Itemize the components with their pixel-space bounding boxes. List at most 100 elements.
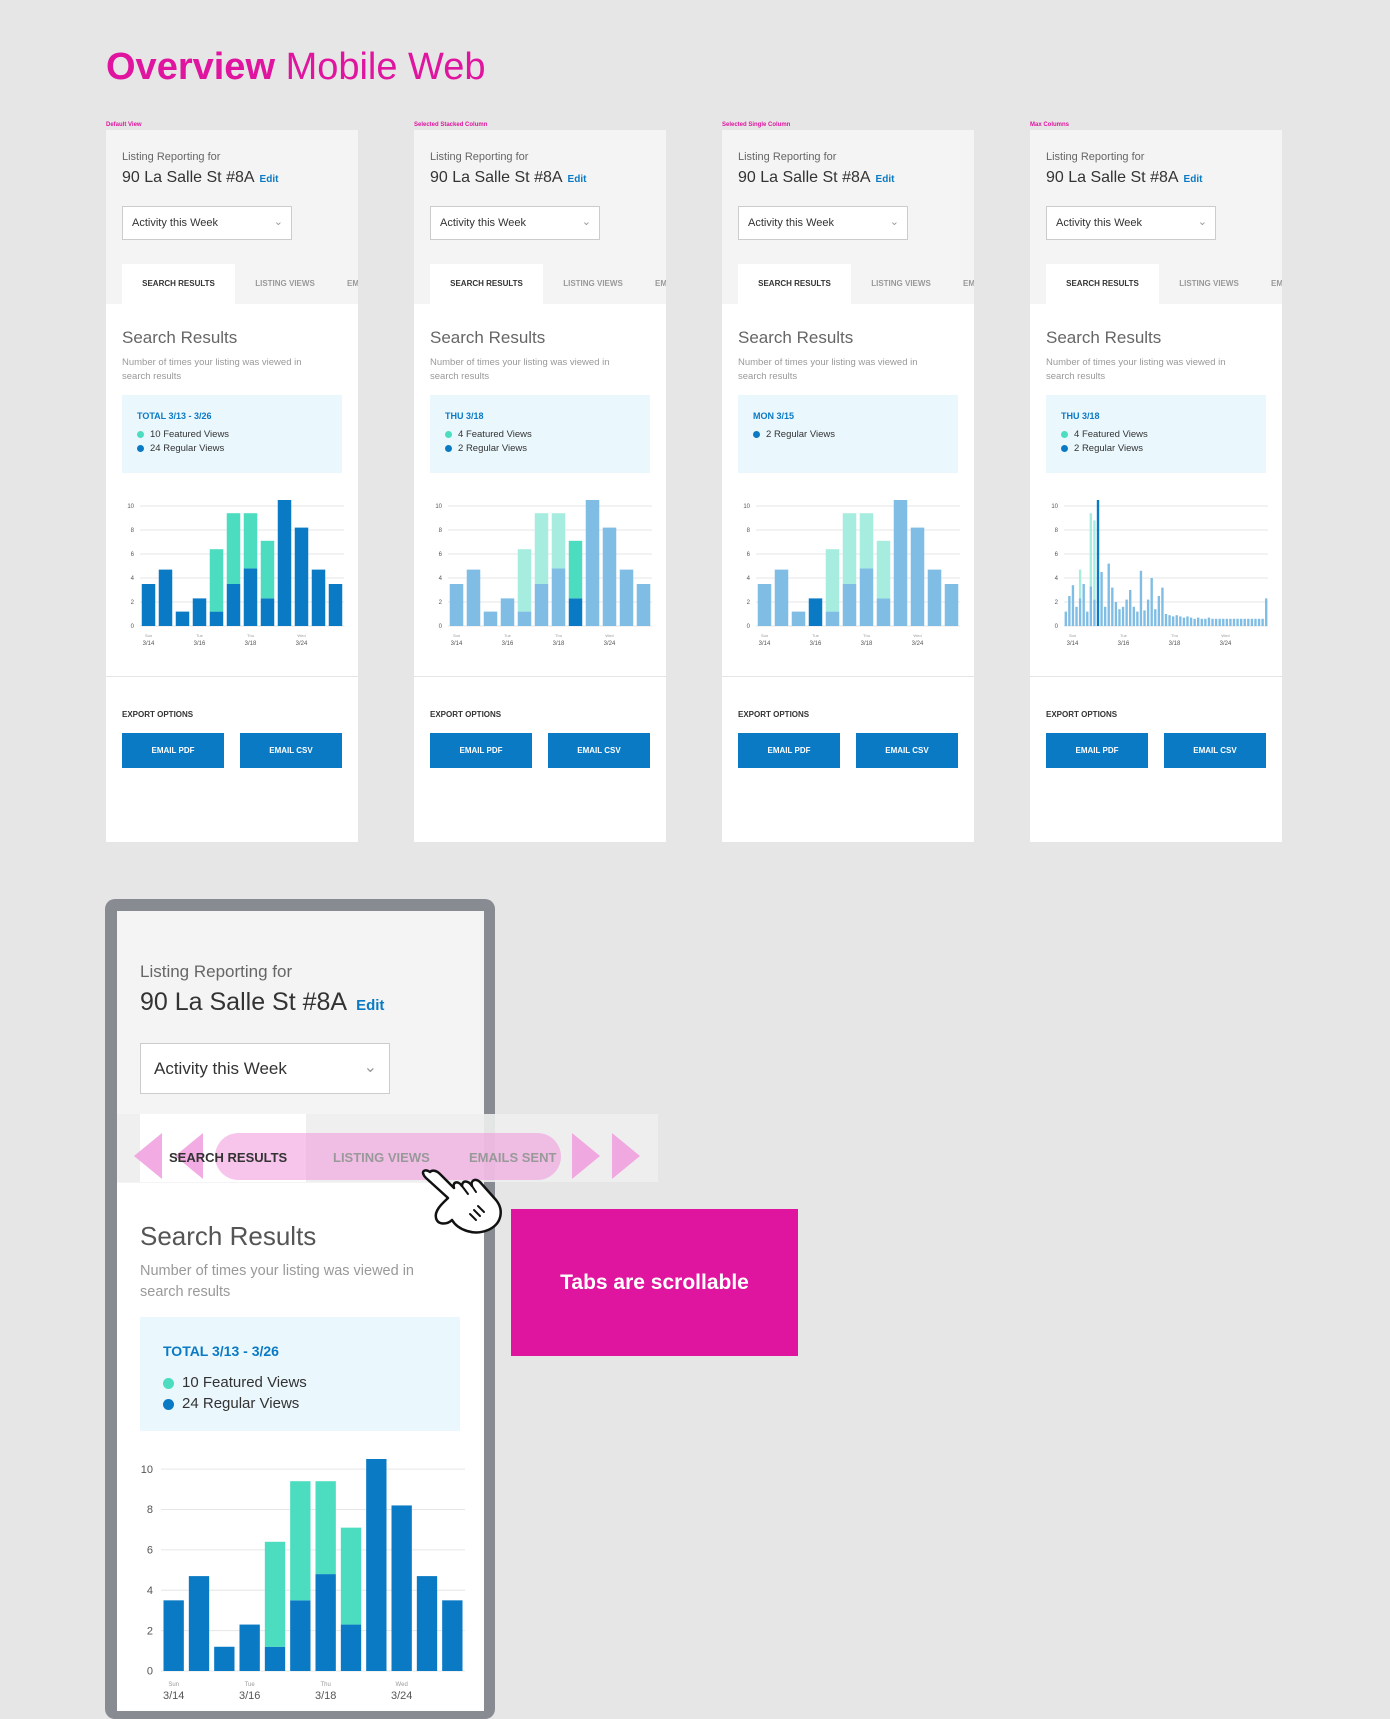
- bar-regular[interactable]: [859, 568, 874, 626]
- tab-bar[interactable]: SEARCH RESULTS LISTING VIEWS EM: [1046, 264, 1282, 304]
- bar-regular[interactable]: [1261, 618, 1264, 626]
- tab-search-results[interactable]: SEARCH RESULTS: [122, 264, 235, 304]
- bar-regular[interactable]: [1179, 616, 1182, 626]
- edit-link[interactable]: Edit: [259, 174, 279, 185]
- email-csv-button[interactable]: EMAIL CSV: [240, 733, 342, 768]
- bar-regular[interactable]: [449, 584, 464, 626]
- bar-regular[interactable]: [1265, 598, 1268, 626]
- bar-regular[interactable]: [944, 584, 959, 626]
- bar-featured[interactable]: [226, 513, 241, 584]
- tab-bar[interactable]: SEARCH RESULTS LISTING VIEWS EM: [122, 264, 358, 304]
- bar-featured[interactable]: [209, 549, 224, 612]
- tab-emails-sent[interactable]: EM: [347, 279, 358, 288]
- bar-regular[interactable]: [442, 1600, 463, 1671]
- bar-regular[interactable]: [1125, 599, 1128, 626]
- bar-regular[interactable]: [175, 611, 190, 626]
- email-pdf-button[interactable]: EMAIL PDF: [1046, 733, 1148, 768]
- bar-regular[interactable]: [500, 598, 515, 626]
- bar-featured[interactable]: [340, 1527, 362, 1625]
- bar-regular[interactable]: [636, 584, 651, 626]
- bar-featured[interactable]: [264, 1541, 286, 1647]
- bar-regular[interactable]: [1250, 618, 1254, 626]
- bar-regular[interactable]: [1161, 587, 1164, 626]
- bar-regular[interactable]: [277, 500, 292, 626]
- bar-regular[interactable]: [1204, 618, 1207, 626]
- tab-emails-sent[interactable]: EM: [1271, 279, 1282, 288]
- bar-regular[interactable]: [466, 569, 481, 626]
- bar-regular[interactable]: [1107, 563, 1110, 626]
- bar-regular[interactable]: [1075, 606, 1078, 626]
- bar-featured[interactable]: [243, 513, 258, 569]
- bar-regular[interactable]: [1096, 500, 1100, 626]
- bar-featured[interactable]: [1089, 513, 1093, 587]
- bar-regular[interactable]: [757, 584, 772, 626]
- bar-featured[interactable]: [290, 1481, 311, 1601]
- bar-regular[interactable]: [226, 584, 241, 626]
- tab-search-results[interactable]: SEARCH RESULTS: [430, 264, 543, 304]
- bar-regular[interactable]: [1239, 618, 1243, 626]
- email-csv-button[interactable]: EMAIL CSV: [1164, 733, 1266, 768]
- tab-listing-views[interactable]: LISTING VIEWS: [871, 279, 931, 288]
- edit-link[interactable]: Edit: [356, 997, 385, 1014]
- bar-regular[interactable]: [1232, 618, 1236, 626]
- bar-regular[interactable]: [1193, 618, 1196, 626]
- bar-regular[interactable]: [585, 500, 600, 626]
- bar-regular[interactable]: [1146, 599, 1150, 626]
- bar-regular[interactable]: [602, 527, 617, 626]
- bar-featured[interactable]: [568, 540, 583, 599]
- bar-regular[interactable]: [328, 584, 343, 626]
- bar-featured[interactable]: [315, 1481, 336, 1575]
- bar-regular[interactable]: [1157, 596, 1161, 626]
- bar-regular[interactable]: [1211, 618, 1214, 626]
- email-csv-button[interactable]: EMAIL CSV: [856, 733, 958, 768]
- bar-regular[interactable]: [1118, 609, 1121, 626]
- tab-emails-sent[interactable]: EMAILS SENT: [469, 1150, 557, 1165]
- tab-listing-views[interactable]: LISTING VIEWS: [255, 279, 315, 288]
- bar-regular[interactable]: [842, 584, 857, 626]
- email-csv-button[interactable]: EMAIL CSV: [548, 733, 650, 768]
- tab-bar[interactable]: SEARCH RESULTS LISTING VIEWS EM: [430, 264, 666, 304]
- bar-regular[interactable]: [1200, 618, 1203, 626]
- bar-regular[interactable]: [1136, 611, 1139, 626]
- bar-regular[interactable]: [1197, 617, 1200, 626]
- bar-regular[interactable]: [366, 1459, 387, 1671]
- bar-regular[interactable]: [1150, 578, 1153, 626]
- bar-regular[interactable]: [1225, 618, 1229, 626]
- bar-regular[interactable]: [1186, 616, 1189, 626]
- bar-regular[interactable]: [290, 1600, 311, 1671]
- bar-regular[interactable]: [311, 569, 326, 626]
- bar-regular[interactable]: [1064, 611, 1067, 626]
- bar-regular[interactable]: [1214, 618, 1218, 626]
- bar-regular[interactable]: [1139, 570, 1143, 626]
- bar-regular[interactable]: [1082, 584, 1085, 626]
- tab-listing-views[interactable]: LISTING VIEWS: [563, 279, 623, 288]
- bar-regular[interactable]: [188, 1576, 210, 1671]
- bar-regular[interactable]: [1243, 618, 1246, 626]
- edit-link[interactable]: Edit: [567, 174, 587, 185]
- bar-regular[interactable]: [1143, 610, 1146, 626]
- bar-regular[interactable]: [315, 1574, 336, 1671]
- bar-regular[interactable]: [1100, 572, 1103, 626]
- bar-regular[interactable]: [1207, 617, 1211, 626]
- bar-regular[interactable]: [825, 611, 840, 626]
- period-select[interactable]: Activity this Week ⌄: [140, 1043, 390, 1094]
- bar-regular[interactable]: [1114, 602, 1118, 626]
- bar-featured[interactable]: [842, 513, 857, 584]
- period-select[interactable]: Activity this Week ⌄: [122, 206, 292, 240]
- bar-regular[interactable]: [568, 598, 583, 626]
- bar-featured[interactable]: [260, 540, 275, 599]
- bar-regular[interactable]: [391, 1505, 412, 1671]
- email-pdf-button[interactable]: EMAIL PDF: [122, 733, 224, 768]
- bar-regular[interactable]: [1171, 616, 1175, 626]
- bar-regular[interactable]: [1164, 614, 1168, 626]
- bar-regular[interactable]: [619, 569, 634, 626]
- bar-regular[interactable]: [808, 598, 823, 626]
- bar-featured[interactable]: [825, 549, 840, 612]
- bar-regular[interactable]: [264, 1646, 286, 1671]
- bar-regular[interactable]: [910, 527, 925, 626]
- period-select[interactable]: Activity this Week ⌄: [738, 206, 908, 240]
- bar-regular[interactable]: [1218, 618, 1221, 626]
- bar-regular[interactable]: [340, 1624, 362, 1671]
- bar-regular[interactable]: [1132, 606, 1135, 626]
- bar-regular[interactable]: [1103, 606, 1107, 626]
